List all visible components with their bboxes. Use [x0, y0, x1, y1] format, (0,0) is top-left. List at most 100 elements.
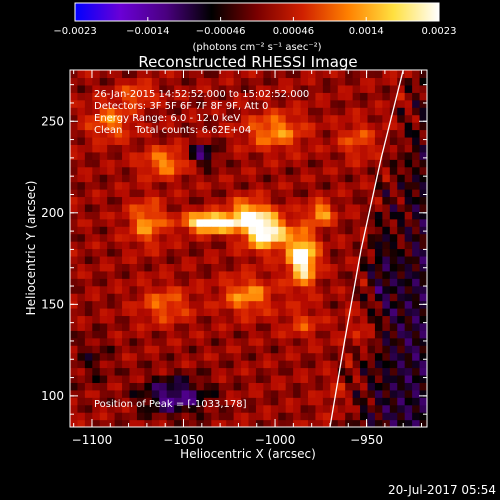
heatmap-cell — [248, 352, 257, 361]
heatmap-cell — [360, 322, 369, 331]
heatmap-cell — [389, 144, 398, 153]
heatmap-cell — [404, 278, 413, 287]
heatmap-cell — [70, 107, 79, 116]
heatmap-cell — [77, 114, 86, 123]
heatmap-cell — [374, 360, 383, 369]
heatmap-cell — [174, 129, 183, 138]
heatmap-cell — [181, 404, 190, 413]
heatmap-cell — [404, 308, 413, 317]
heatmap-cell — [285, 337, 294, 346]
heatmap-cell — [360, 374, 369, 383]
heatmap-cell — [218, 166, 227, 175]
heatmap-cell — [166, 181, 175, 190]
heatmap-cell — [77, 218, 86, 227]
heatmap-cell — [308, 293, 317, 302]
heatmap-cell — [397, 315, 406, 324]
heatmap-cell — [203, 382, 212, 391]
heatmap-cell — [374, 218, 383, 227]
heatmap-cell — [196, 122, 205, 131]
heatmap-cell — [360, 129, 369, 138]
heatmap-cell — [255, 129, 264, 138]
heatmap-cell — [374, 189, 383, 198]
heatmap-cell — [114, 389, 123, 398]
heatmap-cell — [322, 136, 331, 145]
heatmap-cell — [181, 174, 190, 183]
heatmap-cell — [114, 226, 123, 235]
heatmap-cell — [367, 419, 376, 427]
heatmap-cell — [345, 151, 354, 160]
heatmap-cell — [122, 397, 131, 406]
heatmap-cell — [218, 159, 227, 168]
heatmap-cell — [189, 159, 198, 168]
heatmap-cell — [315, 293, 324, 302]
heatmap-cell — [293, 270, 302, 279]
heatmap-cell — [352, 159, 361, 168]
heatmap-cell — [211, 241, 220, 250]
heatmap-cell — [226, 300, 235, 309]
heatmap-cell — [99, 255, 108, 264]
heatmap-cell — [70, 151, 79, 160]
heatmap-cell — [84, 412, 93, 421]
heatmap-cell — [226, 151, 235, 160]
heatmap-cell — [70, 77, 79, 86]
heatmap-cell — [181, 122, 190, 131]
heatmap-cell — [278, 159, 287, 168]
heatmap-cell — [92, 330, 101, 339]
heatmap-cell — [293, 196, 302, 205]
heatmap-cell — [77, 77, 86, 86]
heatmap-cell — [374, 144, 383, 153]
heatmap-cell — [337, 107, 346, 116]
heatmap-cell — [419, 218, 427, 227]
heatmap-cell — [360, 92, 369, 101]
heatmap-cell — [352, 241, 361, 250]
heatmap-cell — [203, 77, 212, 86]
heatmap-cell — [367, 322, 376, 331]
heatmap-cell — [129, 285, 138, 294]
heatmap-cell — [241, 345, 250, 354]
heatmap-cell — [419, 285, 427, 294]
heatmap-cell — [278, 255, 287, 264]
heatmap-cell — [248, 412, 257, 421]
heatmap-cell — [255, 241, 264, 250]
heatmap-cell — [300, 166, 309, 175]
heatmap-cell — [308, 70, 317, 79]
heatmap-cell — [404, 233, 413, 242]
heatmap-cell — [84, 189, 93, 198]
heatmap-cell — [308, 412, 317, 421]
heatmap-cell — [99, 166, 108, 175]
heatmap-cell — [367, 278, 376, 287]
heatmap-cell — [300, 159, 309, 168]
heatmap-cell — [374, 412, 383, 421]
heatmap-cell — [92, 84, 101, 93]
heatmap-cell — [389, 136, 398, 145]
heatmap-cell — [360, 419, 369, 427]
heatmap-cell — [70, 203, 79, 212]
heatmap-cell — [248, 107, 257, 116]
heatmap-cell — [412, 248, 421, 257]
heatmap-cell — [122, 241, 131, 250]
heatmap-cell — [360, 70, 369, 79]
heatmap-cell — [270, 374, 279, 383]
heatmap-cell — [144, 248, 153, 257]
heatmap-cell — [404, 255, 413, 264]
heatmap-cell — [278, 389, 287, 398]
heatmap-cell — [345, 114, 354, 123]
heatmap-cell — [322, 99, 331, 108]
heatmap-cell — [397, 226, 406, 235]
heatmap-cell — [181, 218, 190, 227]
heatmap-cell — [122, 107, 131, 116]
heatmap-cell — [122, 159, 131, 168]
heatmap-cell — [166, 367, 175, 376]
heatmap-cell — [99, 374, 108, 383]
heatmap-cell — [315, 84, 324, 93]
heatmap-cell — [419, 174, 427, 183]
heatmap-cell — [412, 360, 421, 369]
heatmap-cell — [107, 352, 116, 361]
heatmap-cell — [330, 263, 339, 272]
heatmap-cell — [122, 352, 131, 361]
heatmap-cell — [374, 174, 383, 183]
heatmap-cell — [285, 330, 294, 339]
heatmap-cell — [322, 248, 331, 257]
heatmap-cell — [278, 211, 287, 220]
heatmap-cell — [151, 114, 160, 123]
